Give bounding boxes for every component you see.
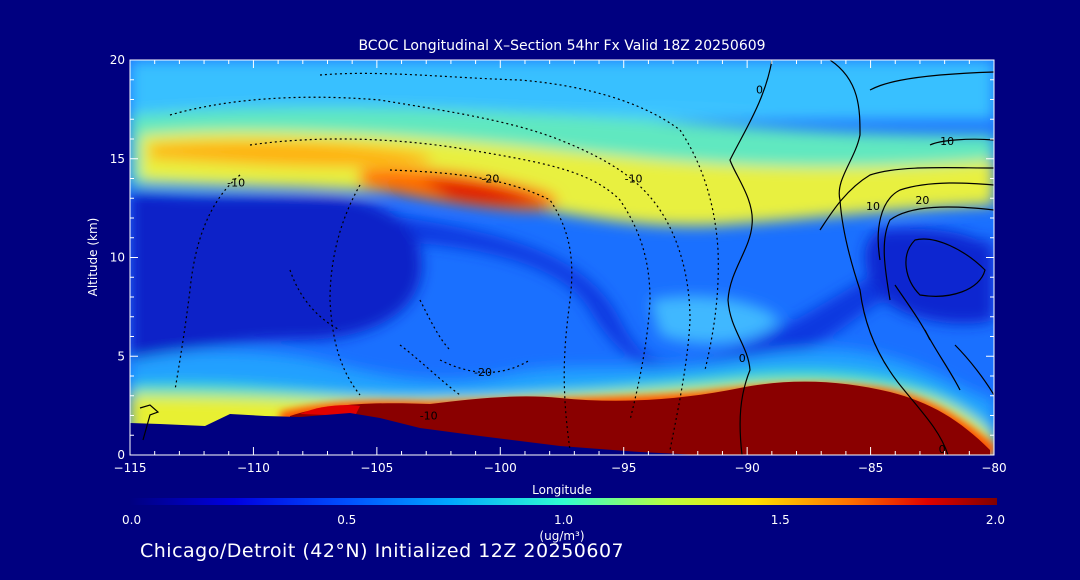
x-tick-label: −105 (360, 461, 393, 475)
contour-label: -10 (420, 410, 438, 423)
y-axis: 0 5 10 15 20 (110, 53, 994, 462)
x-tick-label: −90 (734, 461, 759, 475)
y-tick-label: 20 (110, 53, 125, 67)
contour-label: 20 (915, 194, 929, 207)
contour-label: -10 (625, 173, 643, 186)
chart-title: BCOC Longitudinal X–Section 54hr Fx Vali… (358, 38, 765, 54)
colorbar-tick-label: 2.0 (986, 513, 1005, 527)
dotted-contours (169, 72, 719, 451)
x-tick-label: −100 (484, 461, 517, 475)
x-axis-label: Longitude (532, 483, 592, 497)
concentration-field (130, 60, 994, 455)
contour-label: -20 (474, 366, 492, 379)
y-tick-label: 5 (117, 349, 125, 363)
contour-label: 0 (939, 443, 946, 456)
contour-label: 0 (739, 352, 746, 365)
contour-label: 10 (940, 135, 954, 148)
colorbar-ticks: 0.0 0.5 1.0 1.5 2.0 (122, 513, 1005, 527)
colorbar (130, 498, 997, 505)
colorbar-unit-label: (ug/m³) (539, 529, 584, 543)
colorbar-tick-label: 0.5 (337, 513, 356, 527)
contour-label: 10 (866, 200, 880, 213)
x-tick-label: −85 (858, 461, 883, 475)
x-tick-label: −110 (237, 461, 270, 475)
contour-label: -20 (481, 173, 499, 186)
contour-label: 0 (756, 84, 763, 97)
y-tick-label: 0 (117, 448, 125, 462)
y-tick-label: 15 (110, 152, 125, 166)
x-tick-label: −95 (611, 461, 636, 475)
colorbar-tick-label: 0.0 (122, 513, 141, 527)
run-info-caption: Chicago/Detroit (42°N) Initialized 12Z 2… (140, 540, 625, 562)
contour-labels: 0 0 0 10 10 20 -10 -10 -10 -20 -20 (227, 84, 954, 456)
x-tick-label: −80 (981, 461, 1006, 475)
colorbar-tick-label: 1.5 (771, 513, 790, 527)
y-axis-label: Altitude (km) (86, 218, 100, 297)
x-axis: −115 −110 −105 −100 −95 −90 −85 −80 (114, 60, 1007, 475)
colorbar-tick-label: 1.0 (554, 513, 573, 527)
y-tick-label: 10 (110, 251, 125, 265)
contour-label: -10 (227, 176, 245, 189)
contour-lines (139, 60, 994, 455)
x-tick-label: −115 (114, 461, 147, 475)
